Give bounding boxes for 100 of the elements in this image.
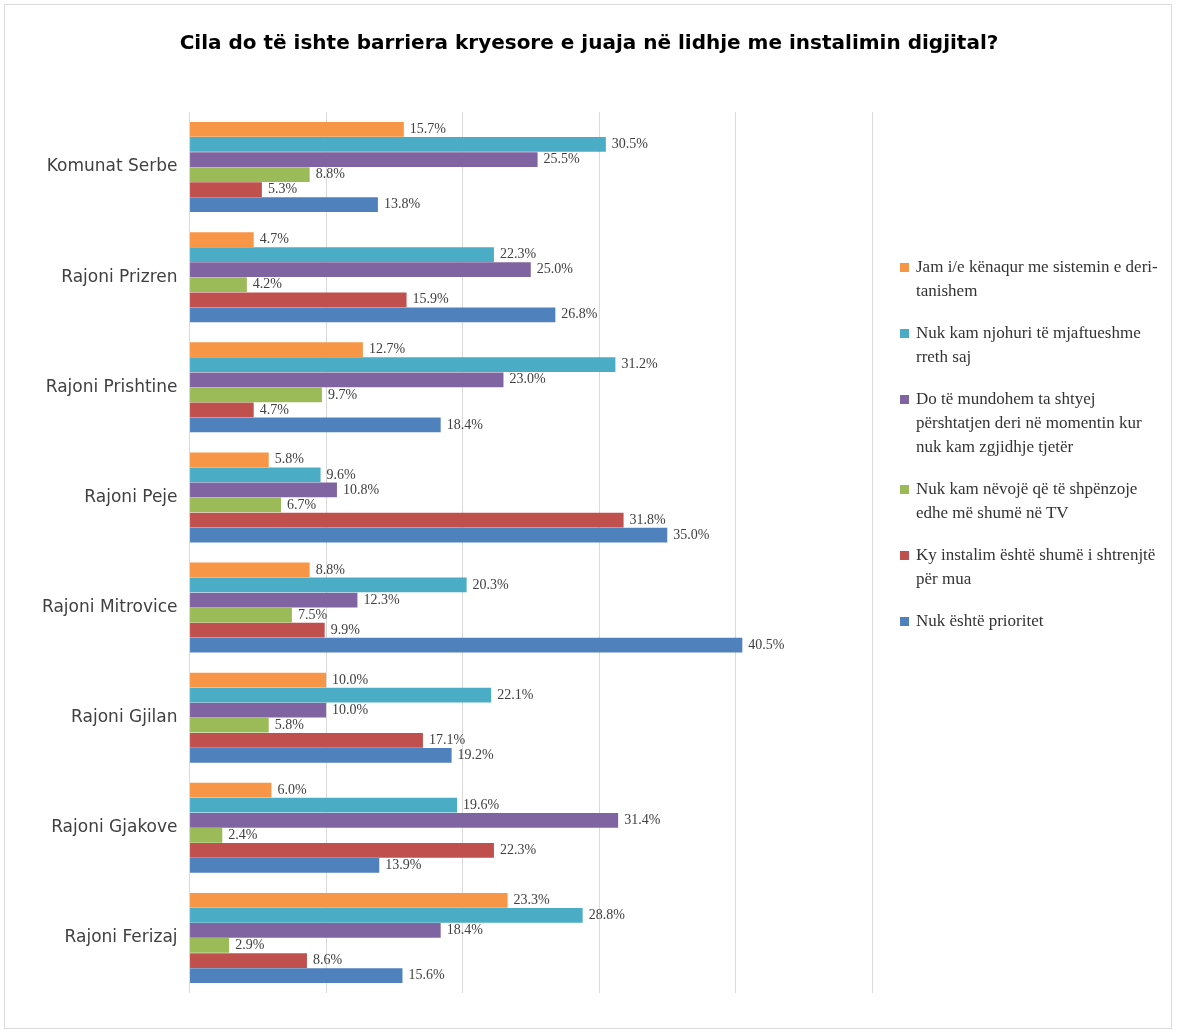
data-label: 10.8%	[342, 481, 380, 497]
data-label: 15.9%	[412, 291, 450, 307]
bar	[190, 622, 325, 638]
data-label: 9.6%	[326, 466, 357, 482]
data-label: 17.1%	[428, 731, 466, 747]
bar	[190, 387, 322, 403]
bar	[190, 182, 262, 198]
bar	[190, 292, 407, 308]
y-tick-label: Rajoni Gjakove	[51, 816, 178, 837]
data-label: 20.3%	[472, 576, 510, 592]
data-label: 22.3%	[499, 246, 537, 262]
data-label: 2.9%	[235, 937, 265, 953]
data-label: 15.7%	[409, 121, 447, 137]
bar	[190, 592, 358, 608]
bar	[190, 687, 492, 703]
data-label: 6.0%	[277, 781, 307, 797]
data-label: 10.0%	[332, 671, 369, 687]
data-label: 19.6%	[463, 796, 500, 812]
data-label: 13.8%	[383, 196, 421, 212]
bar	[190, 152, 538, 167]
bar	[190, 843, 494, 858]
bar	[190, 512, 624, 528]
bar	[190, 637, 743, 653]
data-label: 31.8%	[629, 511, 667, 527]
bar	[190, 562, 310, 578]
data-label: 13.9%	[385, 857, 422, 873]
bar	[190, 372, 504, 388]
data-label: 9.7%	[327, 386, 358, 402]
data-label: 40.5%	[748, 636, 785, 652]
y-tick-label: Rajoni Prishtine	[45, 375, 178, 396]
data-label: 6.7%	[286, 496, 317, 512]
data-label: 4.2%	[252, 276, 283, 292]
bar	[190, 527, 668, 543]
data-label: 31.2%	[621, 356, 658, 372]
data-label: 18.4%	[446, 922, 484, 938]
bar	[190, 797, 458, 813]
bar	[190, 452, 269, 468]
data-label: 18.4%	[446, 416, 484, 432]
data-label: 31.4%	[624, 811, 661, 827]
data-label: 2.4%	[228, 827, 258, 843]
data-label: 7.5%	[297, 606, 328, 622]
data-label: 35.0%	[673, 526, 710, 542]
data-label: 19.2%	[457, 746, 495, 762]
data-label: 5.3%	[267, 181, 298, 197]
bar	[190, 782, 272, 798]
bar	[190, 232, 254, 247]
data-label: 8.8%	[315, 166, 346, 182]
bar	[190, 307, 556, 323]
legend-label: Ky instalim është shumë i shtrenjtë për mua	[916, 545, 1156, 588]
bar	[190, 277, 247, 293]
data-label: 12.7%	[368, 341, 406, 357]
data-label: 9.9%	[330, 621, 361, 637]
bar	[190, 122, 404, 137]
bar	[190, 467, 321, 483]
legend-label: Nuk është prioritet	[916, 611, 1044, 630]
bar	[190, 577, 467, 593]
bar	[190, 938, 230, 953]
bar	[190, 968, 403, 983]
legend-label: Nuk kam nëvojë që të shpënzoje edhe më shumë në TV	[916, 479, 1138, 522]
bar	[190, 482, 337, 498]
y-tick-label: Rajoni Prizren	[61, 265, 178, 286]
legend-label: Jam i/e kënaqur me sistemin e deri-tanishem	[916, 257, 1158, 300]
data-label: 8.6%	[312, 952, 343, 968]
y-tick-label: Komunat Serbe	[46, 155, 178, 176]
bar	[190, 812, 619, 828]
data-label: 4.7%	[259, 401, 290, 417]
data-label: 25.0%	[536, 261, 574, 277]
data-label: 22.3%	[499, 842, 537, 858]
data-label: 23.0%	[509, 371, 546, 387]
bar	[190, 197, 378, 213]
data-label: 30.5%	[611, 136, 649, 152]
data-label: 10.0%	[332, 701, 369, 717]
bar	[190, 717, 269, 733]
data-label: 12.3%	[363, 591, 400, 607]
data-label: 4.7%	[259, 231, 290, 247]
data-label: 5.8%	[274, 451, 305, 467]
bar	[190, 342, 363, 358]
data-label: 23.3%	[513, 891, 551, 907]
data-label: 22.1%	[497, 686, 534, 702]
bar	[190, 702, 327, 718]
bar	[190, 672, 327, 688]
data-label: 28.8%	[588, 907, 626, 923]
y-tick-label: Rajoni Peje	[84, 485, 178, 506]
bar	[190, 497, 281, 513]
bar	[190, 357, 616, 373]
bar	[190, 827, 223, 843]
data-label: 8.8%	[315, 561, 346, 577]
bar	[190, 907, 583, 923]
legend-label: Nuk kam njohuri të mjaftueshme rreth saj	[916, 323, 1141, 366]
bar	[190, 953, 307, 968]
y-tick-label: Rajoni Gjilan	[71, 706, 178, 727]
bar	[190, 923, 441, 938]
data-label: 5.8%	[274, 716, 305, 732]
bar	[190, 247, 494, 262]
bar	[190, 137, 606, 152]
chart-title: Cila do të ishte barriera kryesore e juaja në lidhje me instalimin digjital?	[178, 30, 1000, 54]
bar	[190, 167, 310, 182]
data-label: 25.5%	[543, 151, 581, 167]
y-tick-label: Rajoni Ferizaj	[64, 926, 178, 947]
data-label: 15.6%	[408, 967, 445, 983]
